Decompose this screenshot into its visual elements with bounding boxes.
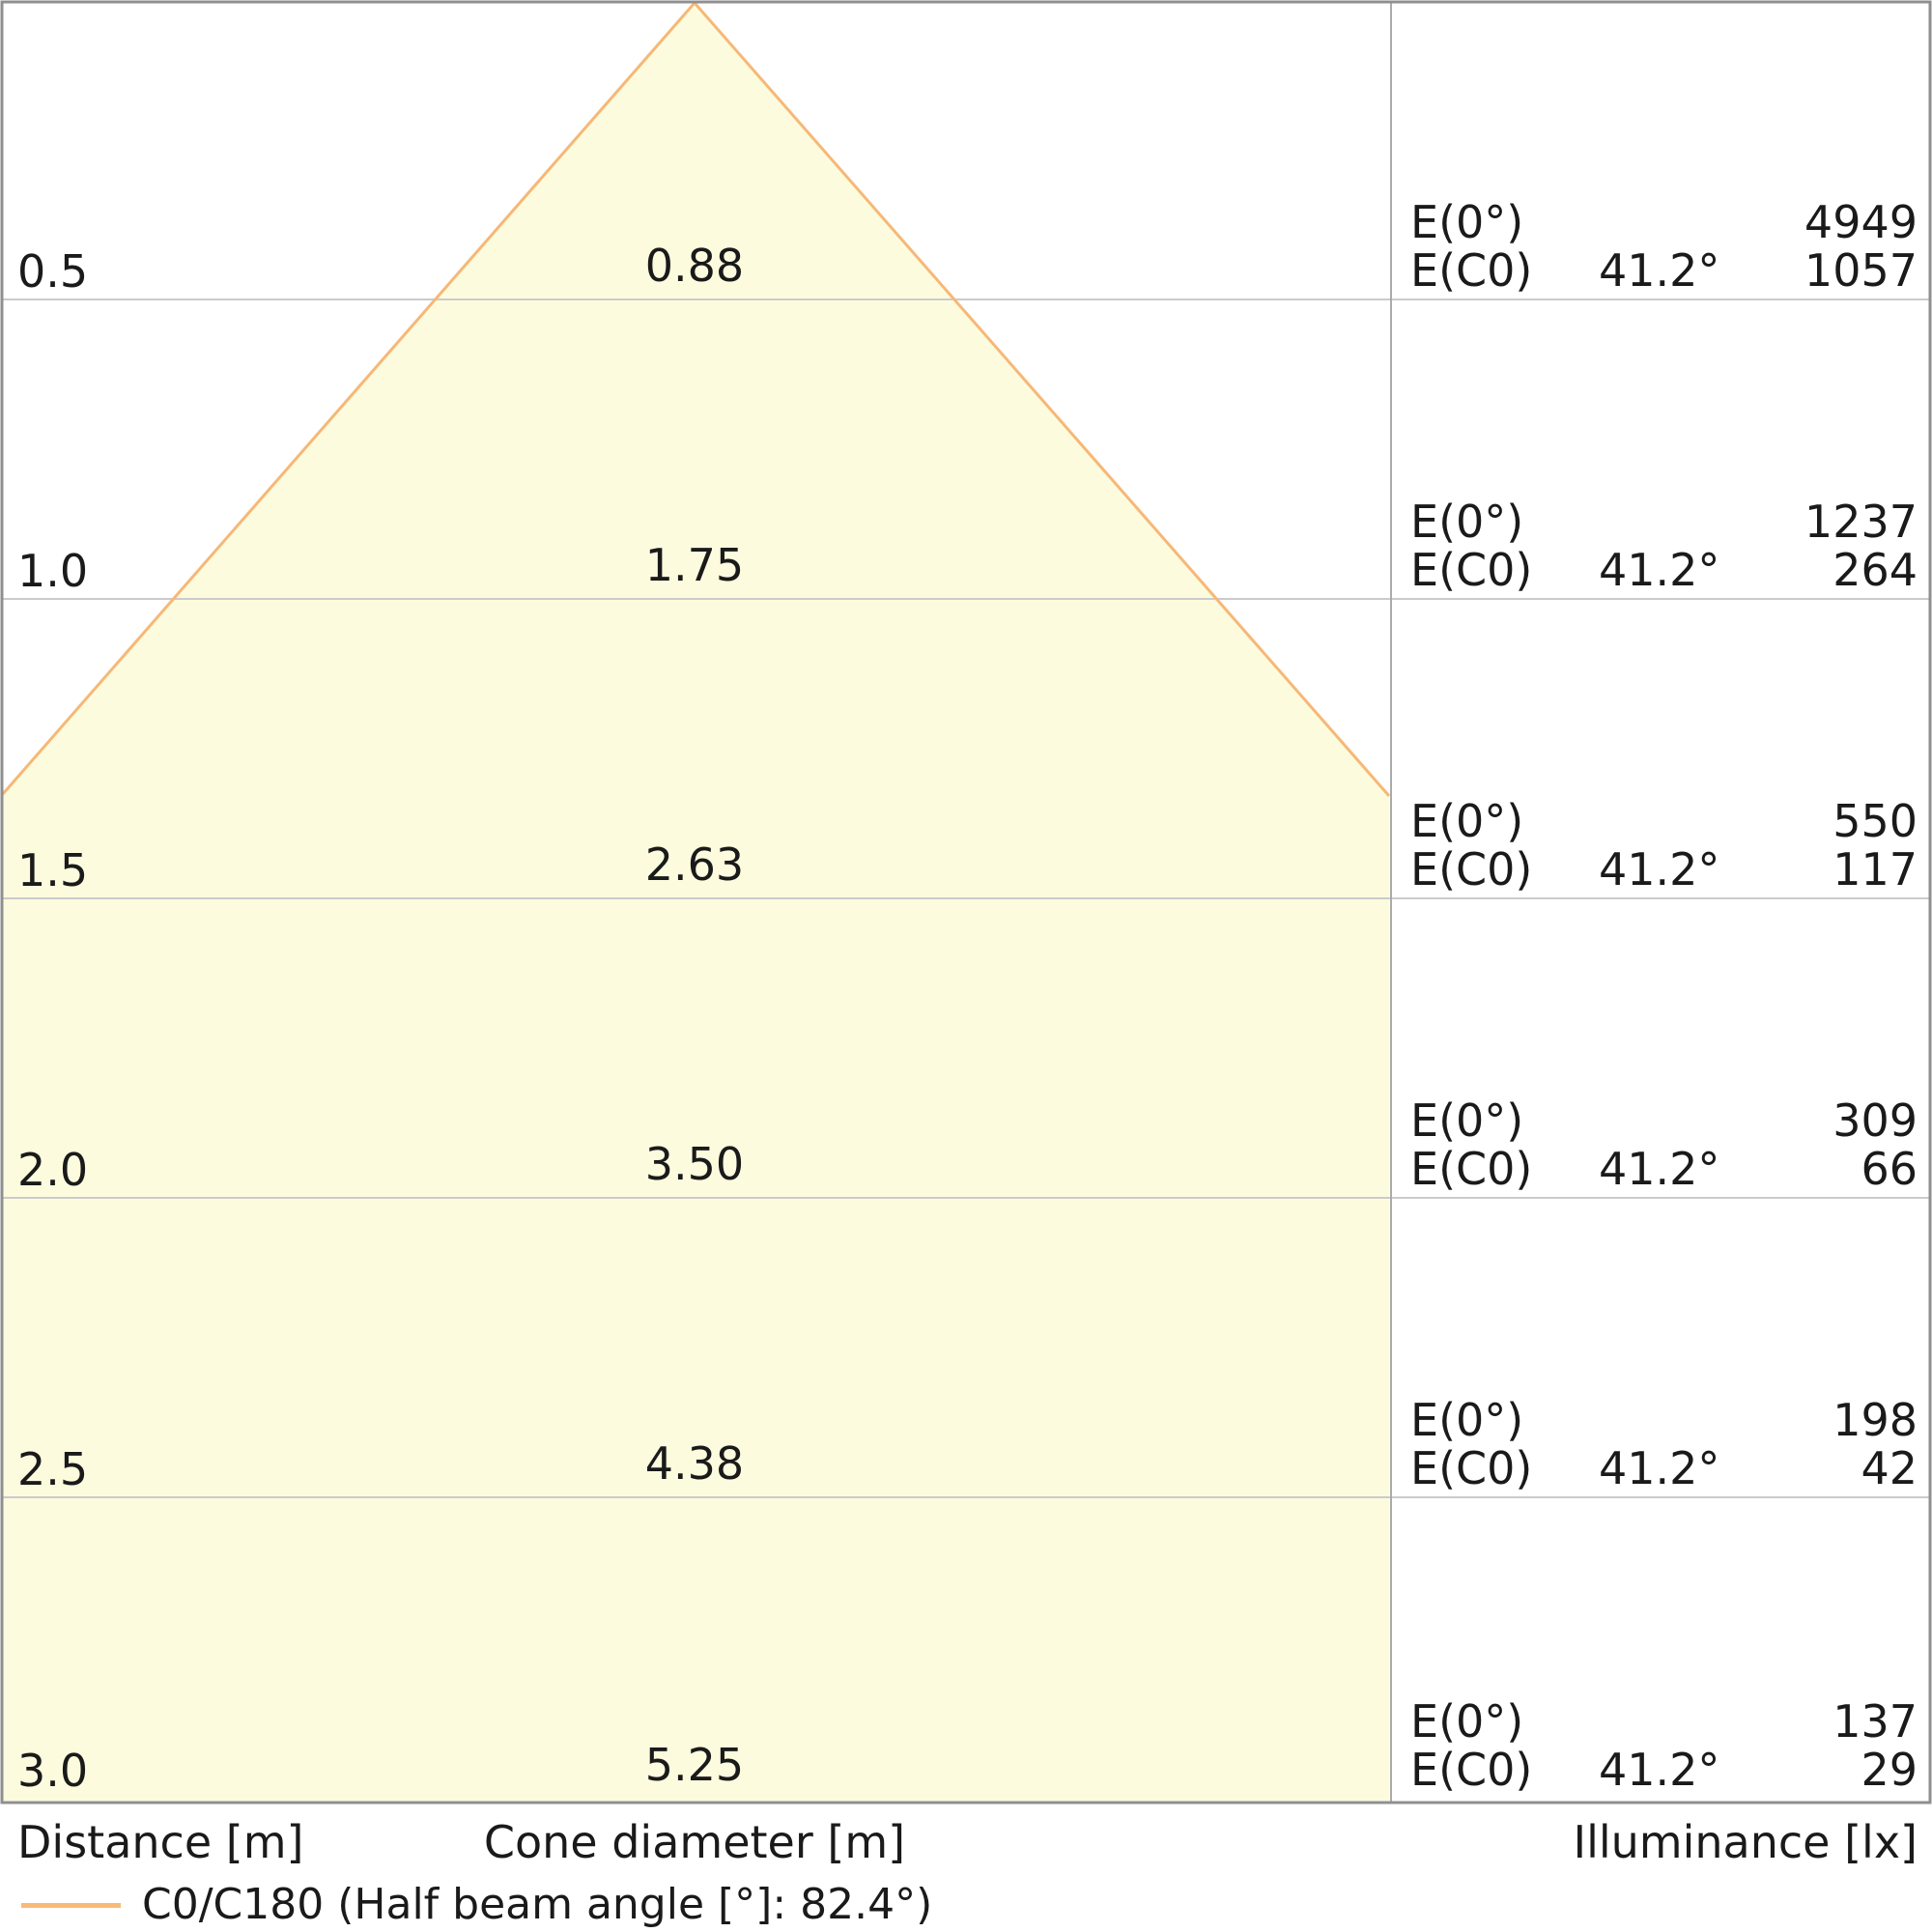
ec0-angle: 41.2° (1599, 1744, 1720, 1796)
e0-value: 4949 (1804, 196, 1918, 248)
ec0-label: E(C0) (1410, 843, 1533, 895)
cone-diameter-value: 1.75 (644, 539, 745, 591)
chart-border (0, 0, 1932, 1804)
ec0-angle: 41.2° (1599, 1442, 1720, 1494)
illuminance-readout: E(0°) 4949 E(C0) 41.2° 1057 (1410, 198, 1918, 295)
legend-label: C0/C180 (Half beam angle [°]: 82.4°) (142, 1880, 933, 1929)
ec0-angle: 41.2° (1599, 244, 1720, 297)
e0-label: E(0°) (1410, 1094, 1524, 1147)
ec0-label: E(C0) (1410, 1744, 1533, 1796)
ec0-angle: 41.2° (1599, 1143, 1720, 1195)
e0-value: 198 (1833, 1394, 1918, 1446)
cone-diameter-value: 4.38 (644, 1437, 745, 1490)
cone-fill-shape (3, 3, 1389, 1801)
e0-angle (1599, 198, 1719, 246)
e0-value: 550 (1833, 795, 1918, 847)
illuminance-readout: E(0°) 137 E(C0) 41.2° 29 (1410, 1697, 1918, 1794)
e0-value: 137 (1833, 1695, 1918, 1747)
distance-label: 2.5 (17, 1443, 89, 1495)
ec0-value: 29 (1861, 1744, 1918, 1796)
distance-label: 3.0 (17, 1745, 89, 1797)
beam-line-swatch (21, 1902, 121, 1908)
distance-axis-label: Distance [m] (17, 1816, 304, 1868)
e0-label: E(0°) (1410, 1394, 1524, 1446)
ec0-label: E(C0) (1410, 244, 1533, 297)
e0-angle (1599, 1697, 1719, 1746)
e0-label: E(0°) (1410, 795, 1524, 847)
illuminance-readout: E(0°) 309 E(C0) 41.2° 66 (1410, 1096, 1918, 1193)
ec0-value: 66 (1861, 1143, 1918, 1195)
ec0-value: 264 (1833, 544, 1918, 596)
cone-diameter-value: 3.50 (644, 1138, 745, 1190)
e0-angle (1599, 497, 1719, 546)
beam-edge-lines (0, 2, 1391, 797)
ec0-label: E(C0) (1410, 544, 1533, 596)
e0-label: E(0°) (1410, 196, 1524, 248)
gridlines (2, 298, 1930, 1498)
cone-diameter-value: 5.25 (644, 1739, 745, 1791)
e0-value: 1237 (1804, 496, 1918, 548)
ec0-value: 117 (1833, 843, 1918, 895)
cone-diameter-value: 0.88 (644, 240, 745, 292)
ec0-value: 1057 (1804, 244, 1918, 297)
ec0-angle: 41.2° (1599, 843, 1720, 895)
e0-label: E(0°) (1410, 496, 1524, 548)
illuminance-readout: E(0°) 198 E(C0) 41.2° 42 (1410, 1396, 1918, 1492)
cone-diameter-axis-label: Cone diameter [m] (483, 1816, 906, 1868)
e0-value: 309 (1833, 1094, 1918, 1147)
e0-angle (1599, 797, 1719, 845)
distance-label: 1.5 (17, 844, 89, 896)
illuminance-axis-label: Illuminance [lx] (1573, 1816, 1918, 1868)
ec0-angle: 41.2° (1599, 544, 1720, 596)
distance-label: 0.5 (17, 245, 89, 298)
e0-angle (1599, 1396, 1719, 1444)
illuminance-readout: E(0°) 550 E(C0) 41.2° 117 (1410, 797, 1918, 894)
ec0-label: E(C0) (1410, 1442, 1533, 1494)
distance-label: 1.0 (17, 545, 89, 597)
ec0-value: 42 (1861, 1442, 1918, 1494)
e0-angle (1599, 1096, 1719, 1145)
e0-label: E(0°) (1410, 1695, 1524, 1747)
distance-label: 2.0 (17, 1144, 89, 1196)
legend: C0/C180 (Half beam angle [°]: 82.4°) (21, 1880, 932, 1930)
illuminance-readout: E(0°) 1237 E(C0) 41.2° 264 (1410, 497, 1918, 594)
cone-diameter-value: 2.63 (644, 838, 745, 891)
ec0-label: E(C0) (1410, 1143, 1533, 1195)
